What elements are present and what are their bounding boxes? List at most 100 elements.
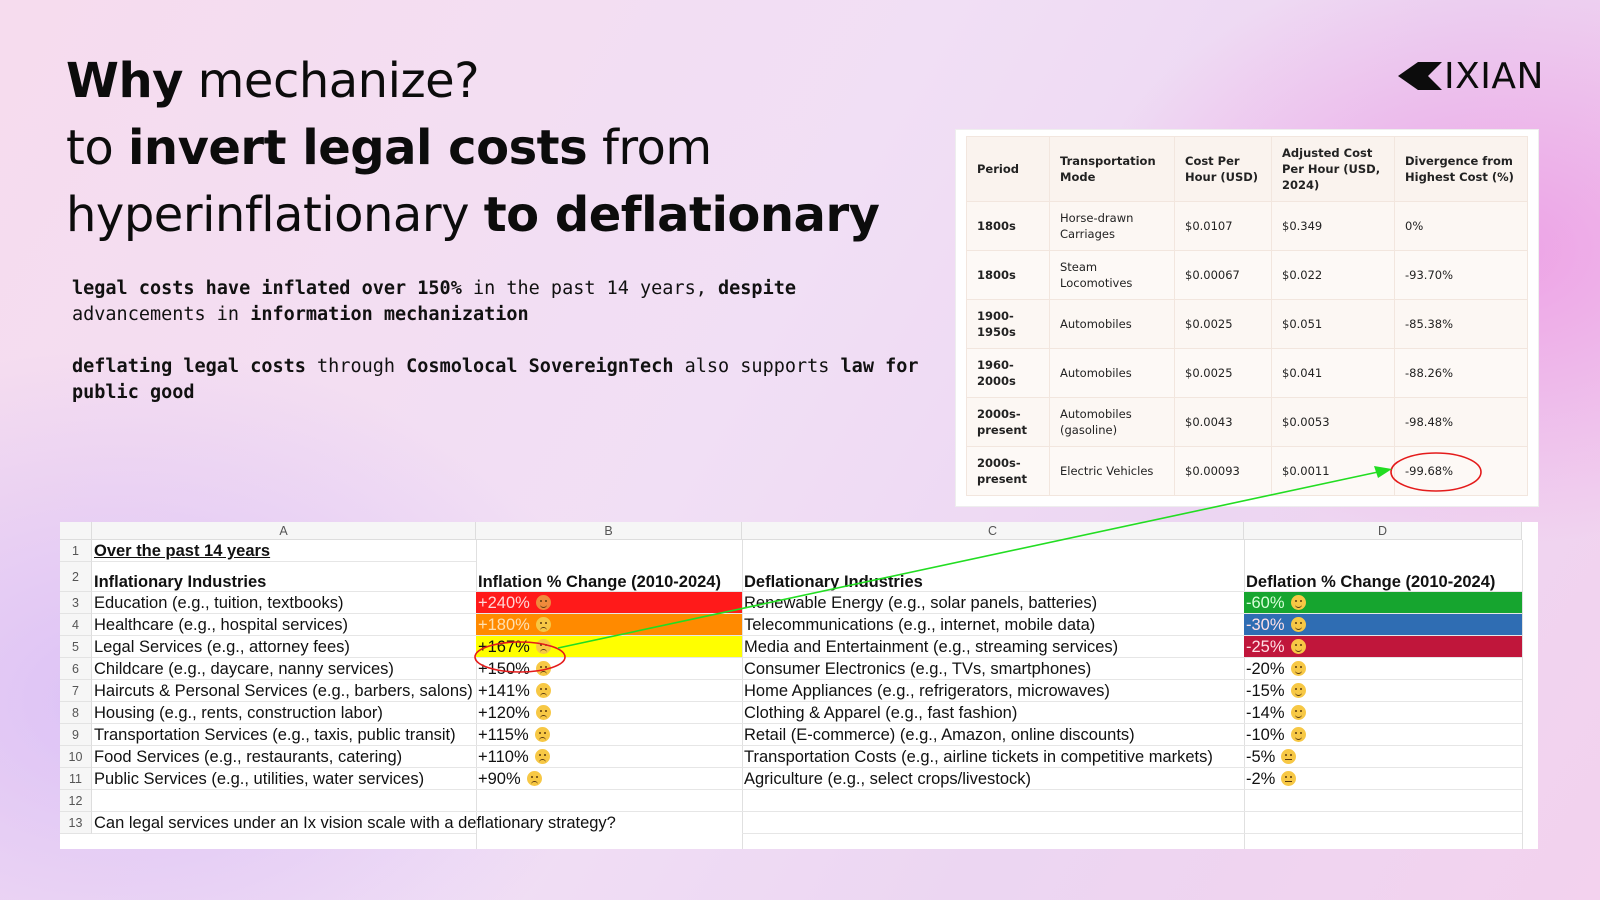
cell-text: Agriculture (e.g., select crops/livestoc… bbox=[744, 770, 1032, 788]
sheet-cell[interactable]: -60% bbox=[1244, 592, 1522, 614]
cell-mode: Automobiles bbox=[1049, 348, 1175, 398]
sheet-cell[interactable]: +180% bbox=[476, 614, 742, 636]
sheet-cell[interactable]: -5% bbox=[1244, 746, 1522, 768]
sheet-cell[interactable]: Deflationary Industries bbox=[742, 562, 1244, 592]
cell-text: Housing (e.g., rents, construction labor… bbox=[94, 704, 383, 722]
cell-text: -5% bbox=[1246, 748, 1276, 766]
row-number[interactable]: 4 bbox=[60, 614, 92, 636]
sheet-cell[interactable]: Public Services (e.g., utilities, water … bbox=[92, 768, 476, 790]
column-divider bbox=[742, 540, 743, 849]
cell-text: -25% bbox=[1246, 638, 1285, 656]
sheet-cell[interactable]: Education (e.g., tuition, textbooks) bbox=[92, 592, 476, 614]
table-row: 1960-2000s Automobiles $0.0025 $0.041 -8… bbox=[966, 348, 1528, 398]
sheet-cell[interactable]: Food Services (e.g., restaurants, cateri… bbox=[92, 746, 476, 768]
column-header-d[interactable]: D bbox=[1244, 522, 1522, 540]
sheet-cell[interactable]: -14% bbox=[1244, 702, 1522, 724]
sheet-cell[interactable]: -15% bbox=[1244, 680, 1522, 702]
sheet-cell[interactable]: Consumer Electronics (e.g., TVs, smartph… bbox=[742, 658, 1244, 680]
sheet-cell[interactable]: -10% bbox=[1244, 724, 1522, 746]
sheet-cell[interactable]: Deflation % Change (2010-2024) bbox=[1244, 562, 1522, 592]
header-divergence: Divergence from Highest Cost (%) bbox=[1394, 136, 1528, 202]
sheet-cell[interactable]: +115% bbox=[476, 724, 742, 746]
row-number[interactable]: 2 bbox=[60, 562, 92, 592]
cell-text: Public Services (e.g., utilities, water … bbox=[94, 770, 425, 788]
row-number[interactable]: 1 bbox=[60, 540, 92, 562]
sheet-cell[interactable]: Can legal services under an Ix vision sc… bbox=[92, 812, 616, 834]
row-number[interactable]: 13 bbox=[60, 812, 92, 834]
sheet-cell[interactable]: Healthcare (e.g., hospital services) bbox=[92, 614, 476, 636]
cell-period: 1960-2000s bbox=[966, 348, 1050, 398]
sheet-cell[interactable]: Retail (E-commerce) (e.g., Amazon, onlin… bbox=[742, 724, 1244, 746]
cell-cost: $0.0025 bbox=[1174, 299, 1272, 349]
sheet-cell[interactable]: +167% bbox=[476, 636, 742, 658]
column-header-a[interactable]: A bbox=[92, 522, 476, 540]
sheet-cell[interactable]: Telecommunications (e.g., internet, mobi… bbox=[742, 614, 1244, 636]
cell-cost: $0.0025 bbox=[1174, 348, 1272, 398]
cell-text: Inflationary Industries bbox=[94, 573, 267, 591]
sheet-cell[interactable]: Housing (e.g., rents, construction labor… bbox=[92, 702, 476, 724]
cell-cost: $0.00067 bbox=[1174, 250, 1272, 300]
transportation-cost-table: Period Transportation Mode Cost Per Hour… bbox=[966, 136, 1528, 496]
sheet-cell[interactable]: Over the past 14 years bbox=[92, 540, 476, 562]
column-header-b[interactable]: B bbox=[476, 522, 742, 540]
sheet-cell[interactable]: -20% bbox=[1244, 658, 1522, 680]
sheet-cell[interactable]: -30% bbox=[1244, 614, 1522, 636]
cell-cost: $0.0107 bbox=[1174, 201, 1272, 251]
cell-adjusted: $0.0053 bbox=[1271, 397, 1395, 447]
row-number[interactable]: 3 bbox=[60, 592, 92, 614]
sheet-cell[interactable]: Clothing & Apparel (e.g., fast fashion) bbox=[742, 702, 1244, 724]
header-period: Period bbox=[966, 136, 1050, 202]
sheet-cell[interactable]: Transportation Costs (e.g., airline tick… bbox=[742, 746, 1244, 768]
sheet-cell[interactable]: +141% bbox=[476, 680, 742, 702]
paragraph-legal-costs: legal costs have inflated over 150% in t… bbox=[72, 278, 796, 325]
sheet-cell[interactable]: Agriculture (e.g., select crops/livestoc… bbox=[742, 768, 1244, 790]
cell-text: Deflation % Change (2010-2024) bbox=[1246, 573, 1496, 591]
cell-text: -10% bbox=[1246, 726, 1285, 744]
sheet-cell[interactable] bbox=[1244, 812, 1522, 834]
sheet-cell[interactable]: Transportation Services (e.g., taxis, pu… bbox=[92, 724, 476, 746]
headline-line-3: hyperinflationary to deflationary bbox=[66, 187, 880, 243]
cell-text: -20% bbox=[1246, 660, 1285, 678]
sheet-cell[interactable]: Inflationary Industries bbox=[92, 562, 476, 592]
sheet-cell[interactable] bbox=[742, 812, 1244, 834]
row-number[interactable]: 6 bbox=[60, 658, 92, 680]
sheet-cell[interactable]: Childcare (e.g., daycare, nanny services… bbox=[92, 658, 476, 680]
cell-text: Transportation Services (e.g., taxis, pu… bbox=[94, 726, 456, 744]
column-header-c[interactable]: C bbox=[742, 522, 1244, 540]
row-number[interactable]: 11 bbox=[60, 768, 92, 790]
cell-text: Home Appliances (e.g., refrigerators, mi… bbox=[744, 682, 1110, 700]
cell-mode: Horse-drawn Carriages bbox=[1049, 201, 1175, 251]
sheet-cell[interactable] bbox=[1244, 790, 1522, 812]
sad-face-icon bbox=[534, 749, 550, 764]
cell-text: Media and Entertainment (e.g., streaming… bbox=[744, 638, 1119, 656]
row-number[interactable]: 9 bbox=[60, 724, 92, 746]
cell-adjusted: $0.022 bbox=[1271, 250, 1395, 300]
table-row: 2000s-present Automobiles (gasoline) $0.… bbox=[966, 397, 1528, 447]
header-cost: Cost Per Hour (USD) bbox=[1174, 136, 1272, 202]
cell-text: +141% bbox=[478, 682, 530, 700]
row-number[interactable]: 7 bbox=[60, 680, 92, 702]
sheet-cell[interactable] bbox=[742, 790, 1244, 812]
sheet-cell[interactable]: Renewable Energy (e.g., solar panels, ba… bbox=[742, 592, 1244, 614]
sheet-cell[interactable]: Legal Services (e.g., attorney fees) bbox=[92, 636, 476, 658]
sheet-cell[interactable] bbox=[92, 790, 476, 812]
sheet-cell[interactable]: -2% bbox=[1244, 768, 1522, 790]
sheet-cell[interactable]: +110% bbox=[476, 746, 742, 768]
row-number[interactable]: 8 bbox=[60, 702, 92, 724]
cell-text: -15% bbox=[1246, 682, 1285, 700]
sheet-cell[interactable]: +120% bbox=[476, 702, 742, 724]
sheet-cell[interactable]: +90% bbox=[476, 768, 742, 790]
row-number[interactable]: 5 bbox=[60, 636, 92, 658]
sheet-cell[interactable]: +240% bbox=[476, 592, 742, 614]
sheet-cell[interactable]: Inflation % Change (2010-2024) bbox=[476, 562, 742, 592]
row-number[interactable]: 10 bbox=[60, 746, 92, 768]
sheet-cell[interactable] bbox=[476, 790, 742, 812]
sheet-cell[interactable]: Haircuts & Personal Services (e.g., barb… bbox=[92, 680, 476, 702]
happy-face-icon bbox=[1290, 617, 1306, 632]
sheet-cell[interactable]: +150% bbox=[476, 658, 742, 680]
sheet-cell[interactable]: Home Appliances (e.g., refrigerators, mi… bbox=[742, 680, 1244, 702]
happy-face-icon bbox=[1290, 705, 1306, 720]
sheet-cell[interactable]: -25% bbox=[1244, 636, 1522, 658]
sheet-cell[interactable]: Media and Entertainment (e.g., streaming… bbox=[742, 636, 1244, 658]
row-number[interactable]: 12 bbox=[60, 790, 92, 812]
